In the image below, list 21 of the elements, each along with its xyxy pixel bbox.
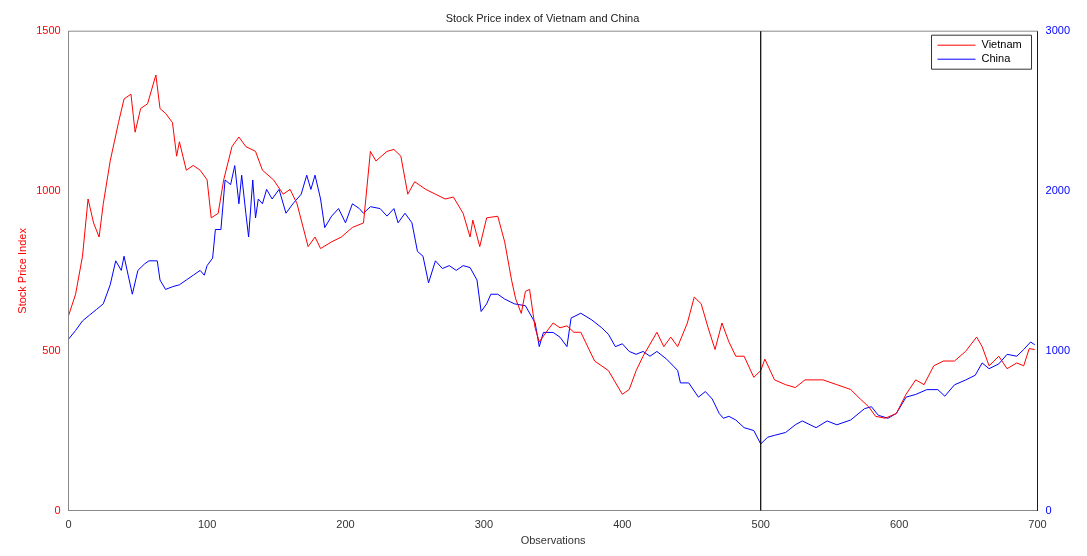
x-tick-label: 400 <box>613 518 632 531</box>
y-tick-label: 0 <box>54 503 61 516</box>
x-axis-title: Observations <box>520 534 586 547</box>
y-tick-label: 500 <box>42 343 61 356</box>
legend-label: China <box>981 52 1012 65</box>
y-axis-title: Stock Price Index <box>15 227 28 314</box>
y2-tick-label: 3000 <box>1045 24 1071 37</box>
y-tick-label: 1500 <box>36 24 61 37</box>
y2-tick-label: 1000 <box>1045 343 1071 356</box>
y2-tick-label: 0 <box>1045 503 1052 516</box>
x-tick-label: 200 <box>336 518 355 531</box>
y-tick-label: 1000 <box>36 184 61 197</box>
y2-tick-label: 2000 <box>1045 184 1071 197</box>
x-tick-label: 700 <box>1028 518 1047 531</box>
legend-label: Vietnam <box>981 38 1022 51</box>
x-tick-label: 100 <box>197 518 217 531</box>
x-tick-label: 0 <box>65 518 72 531</box>
x-tick-label: 300 <box>474 518 494 531</box>
x-tick-label: 500 <box>751 518 770 531</box>
x-tick-label: 600 <box>889 518 909 531</box>
chart-title: Stock Price index of Vietnam and China <box>445 11 641 24</box>
